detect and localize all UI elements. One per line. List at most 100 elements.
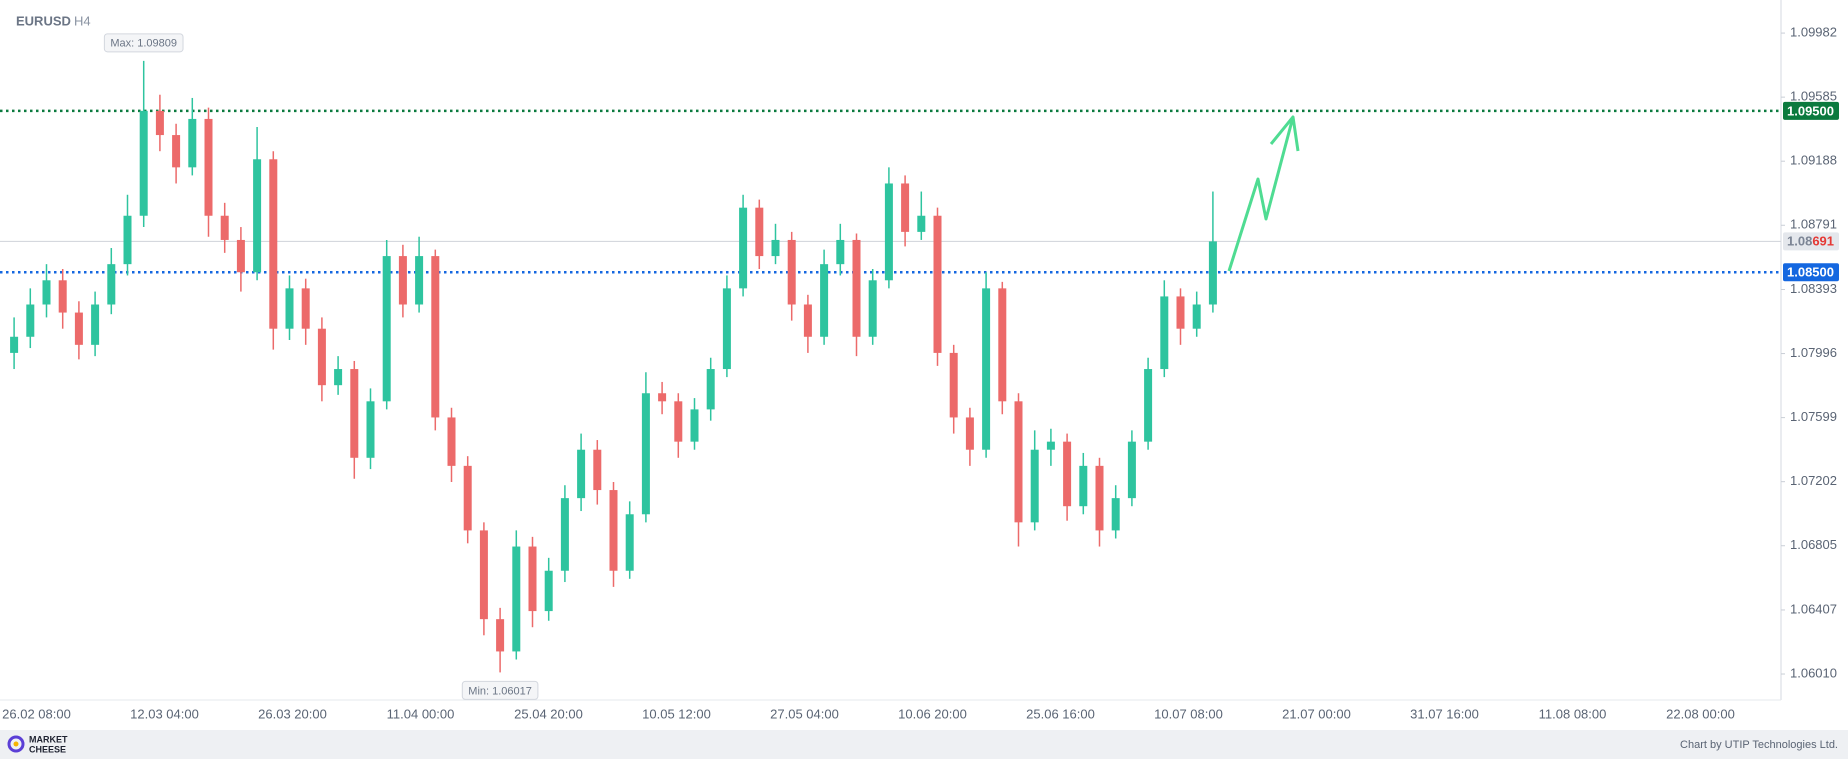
level-label-box xyxy=(1783,263,1839,282)
candle-body xyxy=(1063,441,1072,507)
candle-body xyxy=(220,215,229,240)
candle-body xyxy=(463,465,472,531)
candle-body xyxy=(1079,465,1088,507)
x-tick-label: 26.02 08:00 xyxy=(2,706,71,721)
candle-body xyxy=(722,288,731,370)
candle-body xyxy=(706,369,715,410)
annotation-label: Max: 1.09809 xyxy=(110,38,177,50)
candle-body xyxy=(301,288,310,329)
candle-body xyxy=(868,280,877,337)
candle-body xyxy=(431,256,440,418)
logo-icon xyxy=(7,735,25,753)
candle-body xyxy=(1192,304,1201,329)
candle-body xyxy=(528,546,537,612)
candle-body xyxy=(803,304,812,337)
candle-body xyxy=(852,239,861,337)
x-tick-label: 10.05 12:00 xyxy=(642,706,711,721)
logo-dot xyxy=(13,741,19,747)
x-tick-label: 26.03 20:00 xyxy=(258,706,327,721)
candle-body xyxy=(739,207,748,289)
candle-body xyxy=(1030,449,1039,523)
candle-body xyxy=(334,369,343,386)
y-tick-label: 1.09585 xyxy=(1790,89,1837,104)
current-price-box xyxy=(1783,232,1839,251)
candle-body xyxy=(836,239,845,265)
candle-body xyxy=(512,546,521,652)
candle-body xyxy=(641,393,650,515)
y-tick-label: 1.08393 xyxy=(1790,281,1837,296)
y-tick-label: 1.08791 xyxy=(1790,217,1837,232)
candle-body xyxy=(674,401,683,442)
candle-body xyxy=(107,264,116,305)
candle-body xyxy=(382,256,391,402)
y-tick-label: 1.09982 xyxy=(1790,25,1837,40)
candle-body xyxy=(1127,441,1136,499)
candle-body xyxy=(366,401,375,458)
y-tick-label: 1.06407 xyxy=(1790,601,1837,616)
projection-arrow xyxy=(1227,116,1295,272)
candle-body xyxy=(269,159,278,329)
candle-body xyxy=(787,239,796,305)
candle-body xyxy=(415,256,424,305)
arrow-head xyxy=(1269,115,1300,152)
y-tick-label: 1.09188 xyxy=(1790,153,1837,168)
y-tick-label: 1.07599 xyxy=(1790,409,1837,424)
level-label: 1.09500 xyxy=(1787,103,1834,118)
y-tick-label: 1.06805 xyxy=(1790,537,1837,552)
candle-body xyxy=(1046,441,1055,450)
candle-body xyxy=(253,159,262,273)
level-label: 1.08500 xyxy=(1787,265,1834,280)
y-tick-label: 1.07996 xyxy=(1790,345,1837,360)
candle-body xyxy=(1208,241,1217,305)
candle-body xyxy=(350,369,359,458)
candle-body xyxy=(771,239,780,257)
x-tick-label: 22.08 00:00 xyxy=(1666,706,1735,721)
annotation-label: Min: 1.06017 xyxy=(468,685,532,697)
x-tick-label: 11.08 08:00 xyxy=(1539,706,1607,721)
candle-body xyxy=(901,183,910,232)
candle-body xyxy=(155,110,164,136)
annotation-box xyxy=(461,680,539,700)
candle-body xyxy=(26,304,35,337)
candle-body xyxy=(544,570,553,612)
candle-body xyxy=(917,215,926,232)
candle-body xyxy=(690,409,699,442)
x-tick-label: 31.07 16:00 xyxy=(1410,706,1479,721)
candle-body xyxy=(1111,498,1120,531)
candle-body xyxy=(123,215,132,265)
annotation-max: Max: 1.09809 xyxy=(103,33,184,53)
candle-body xyxy=(10,336,19,353)
x-tick-label: 21.07 00:00 xyxy=(1282,706,1351,721)
candle-body xyxy=(447,417,456,466)
credit: Chart by UTIP Technologies Ltd. xyxy=(1680,739,1838,751)
x-tick-label: 27.05 04:00 xyxy=(770,706,839,721)
candle-body xyxy=(42,280,51,305)
candle-body xyxy=(496,619,505,652)
chart-background xyxy=(0,0,1848,730)
x-tick-label: 10.06 20:00 xyxy=(898,706,967,721)
candle-body xyxy=(884,183,893,281)
candle-body xyxy=(1144,369,1153,442)
current-price-label: 1.08691 xyxy=(1787,234,1834,249)
candle-body xyxy=(609,490,618,571)
y-tick-label: 1.06010 xyxy=(1790,665,1837,680)
candle-body xyxy=(577,449,586,499)
symbol: EURUSD xyxy=(16,13,71,28)
annotation-min: Min: 1.06017 xyxy=(461,680,539,700)
annotation-box xyxy=(103,33,184,53)
candle-body xyxy=(820,264,829,337)
candle-body xyxy=(398,256,407,305)
brand-bottom: CHEESE xyxy=(29,744,66,754)
candle-body xyxy=(982,288,991,450)
candle-body xyxy=(188,118,197,168)
brand-logo: MARKET CHEESE xyxy=(7,734,68,754)
y-tick-label: 1.07202 xyxy=(1790,473,1837,488)
candle-body xyxy=(479,530,488,620)
candle-body xyxy=(236,239,245,273)
candle-body xyxy=(1095,465,1104,531)
level-label-box xyxy=(1783,101,1839,120)
footer-bar xyxy=(0,730,1848,759)
x-tick-label: 25.04 20:00 xyxy=(514,706,583,721)
candle-body xyxy=(139,110,148,216)
